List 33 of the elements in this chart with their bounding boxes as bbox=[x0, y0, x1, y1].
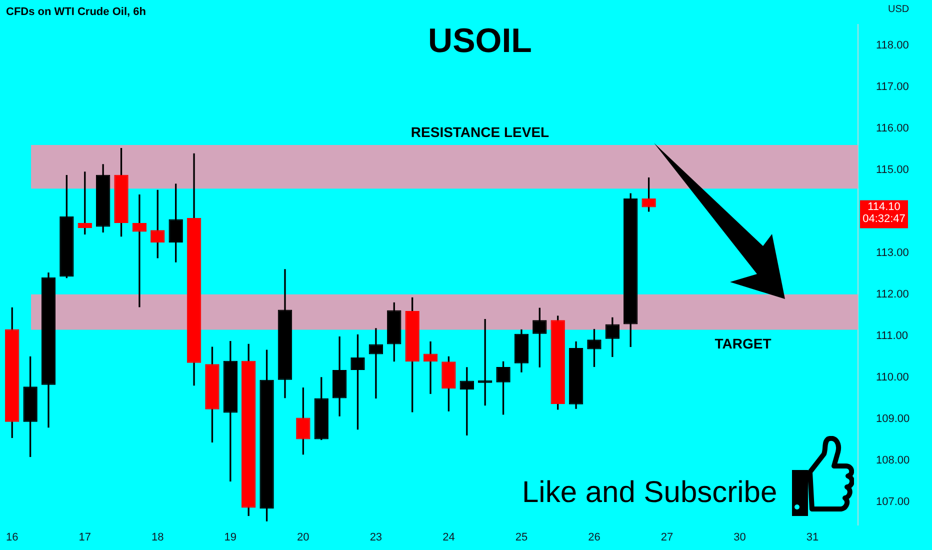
y-tick-label: 116.00 bbox=[876, 122, 909, 134]
x-tick-label: 25 bbox=[515, 531, 528, 544]
chart-title: USOIL bbox=[428, 22, 532, 60]
annotation: Like and Subscribe bbox=[522, 476, 778, 510]
candlestick bbox=[132, 194, 147, 308]
candlestick bbox=[423, 341, 438, 394]
x-tick-label: 18 bbox=[152, 531, 164, 544]
x-tick-label: 31 bbox=[806, 531, 819, 544]
x-tick-label: 16 bbox=[6, 531, 18, 544]
y-tick-label: 109.00 bbox=[876, 412, 910, 425]
y-tick-label: 117.00 bbox=[876, 80, 909, 93]
x-tick-label: 23 bbox=[370, 531, 382, 544]
y-tick-label: 108.00 bbox=[876, 454, 910, 466]
x-tick-label: 19 bbox=[224, 531, 237, 544]
chart-subtitle: CFDs on WTI Crude Oil, 6h bbox=[6, 6, 146, 18]
text: 114.10 04:32:47 bbox=[862, 200, 906, 225]
y-tick-label: 112.00 bbox=[876, 288, 909, 300]
x-tick-label: 24 bbox=[442, 531, 455, 544]
x-tick-label: 26 bbox=[588, 531, 600, 544]
y-tick-label: 115.00 bbox=[876, 164, 909, 176]
candlestick bbox=[368, 328, 384, 399]
y-tick-label: 110.00 bbox=[876, 371, 909, 384]
x-tick-label: 17 bbox=[78, 531, 92, 544]
y-tick-label: 111.00 bbox=[876, 330, 908, 342]
y-axis-title: USD bbox=[888, 4, 910, 15]
x-tick-label: 27 bbox=[660, 531, 674, 544]
x-tick-label: 20 bbox=[297, 531, 310, 544]
band-label: RESISTANCE LEVEL bbox=[410, 124, 550, 140]
band-label: TARGET bbox=[714, 336, 772, 352]
y-tick-label: 118.00 bbox=[876, 39, 909, 52]
y-tick-label: 113.00 bbox=[876, 246, 909, 259]
y-tick-label: 107.00 bbox=[876, 496, 910, 508]
x-tick-label: 30 bbox=[734, 531, 746, 544]
